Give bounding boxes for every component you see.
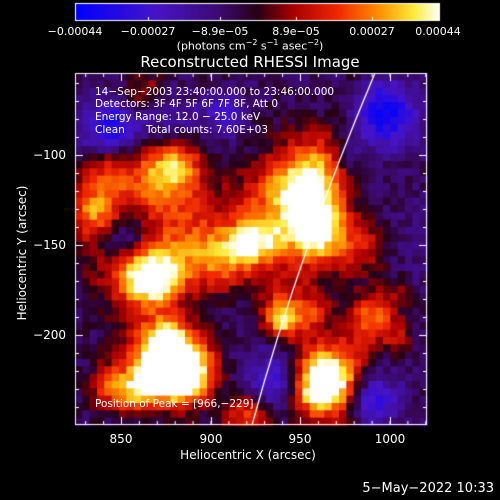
unit-part: ) xyxy=(319,39,324,53)
y-tick-label: −100 xyxy=(33,148,66,162)
x-tick-label: 1000 xyxy=(374,432,406,446)
info-time-range: 14−Sep−2003 23:40:00.000 to 23:46:00.000 xyxy=(95,86,335,98)
x-tick-label: 850 xyxy=(109,432,133,446)
y-tick-label: −200 xyxy=(33,328,66,342)
colorbar-tick-label: 8.9e−05 xyxy=(272,25,320,38)
colorbar-tick-label: 0.00027 xyxy=(349,25,395,38)
peak-position-label: Position of Peak = [966,−229] xyxy=(95,398,254,410)
plot-title: Reconstructed RHESSI Image xyxy=(140,53,360,71)
unit-sup: −2 xyxy=(307,38,320,47)
unit-part: asec xyxy=(278,39,308,53)
info-energy: Energy Range: 12.0 − 25.0 keV xyxy=(95,111,261,123)
plot-date: 5−May−2022 10:33 xyxy=(362,481,494,496)
y-tick-label: −150 xyxy=(33,238,66,252)
info-counts: Total counts: 7.60E+03 xyxy=(146,124,269,136)
colorbar-tick-label: −8.9e−05 xyxy=(191,25,249,38)
unit-part: s xyxy=(257,39,267,53)
y-axis-label: Heliocentric Y (arcsec) xyxy=(15,185,29,321)
info-method: Clean xyxy=(95,124,125,136)
colorbar-tick-label: −0.00044 xyxy=(47,25,103,38)
x-tick-label: 900 xyxy=(199,432,223,446)
colorbar-tick-label: −0.00027 xyxy=(120,25,176,38)
info-detectors: Detectors: 3F 4F 5F 6F 7F 8F, Att 0 xyxy=(95,98,279,110)
colorbar-unit-label: (photons cm−2 s−1 asec−2) xyxy=(177,38,324,53)
unit-part: (photons cm xyxy=(176,39,246,53)
x-axis-label: Heliocentric X (arcsec) xyxy=(180,448,316,462)
unit-sup: −1 xyxy=(266,38,279,47)
x-tick-label: 950 xyxy=(288,432,312,446)
colorbar-tick-label: 0.00044 xyxy=(415,25,461,38)
unit-sup: −2 xyxy=(245,38,258,47)
